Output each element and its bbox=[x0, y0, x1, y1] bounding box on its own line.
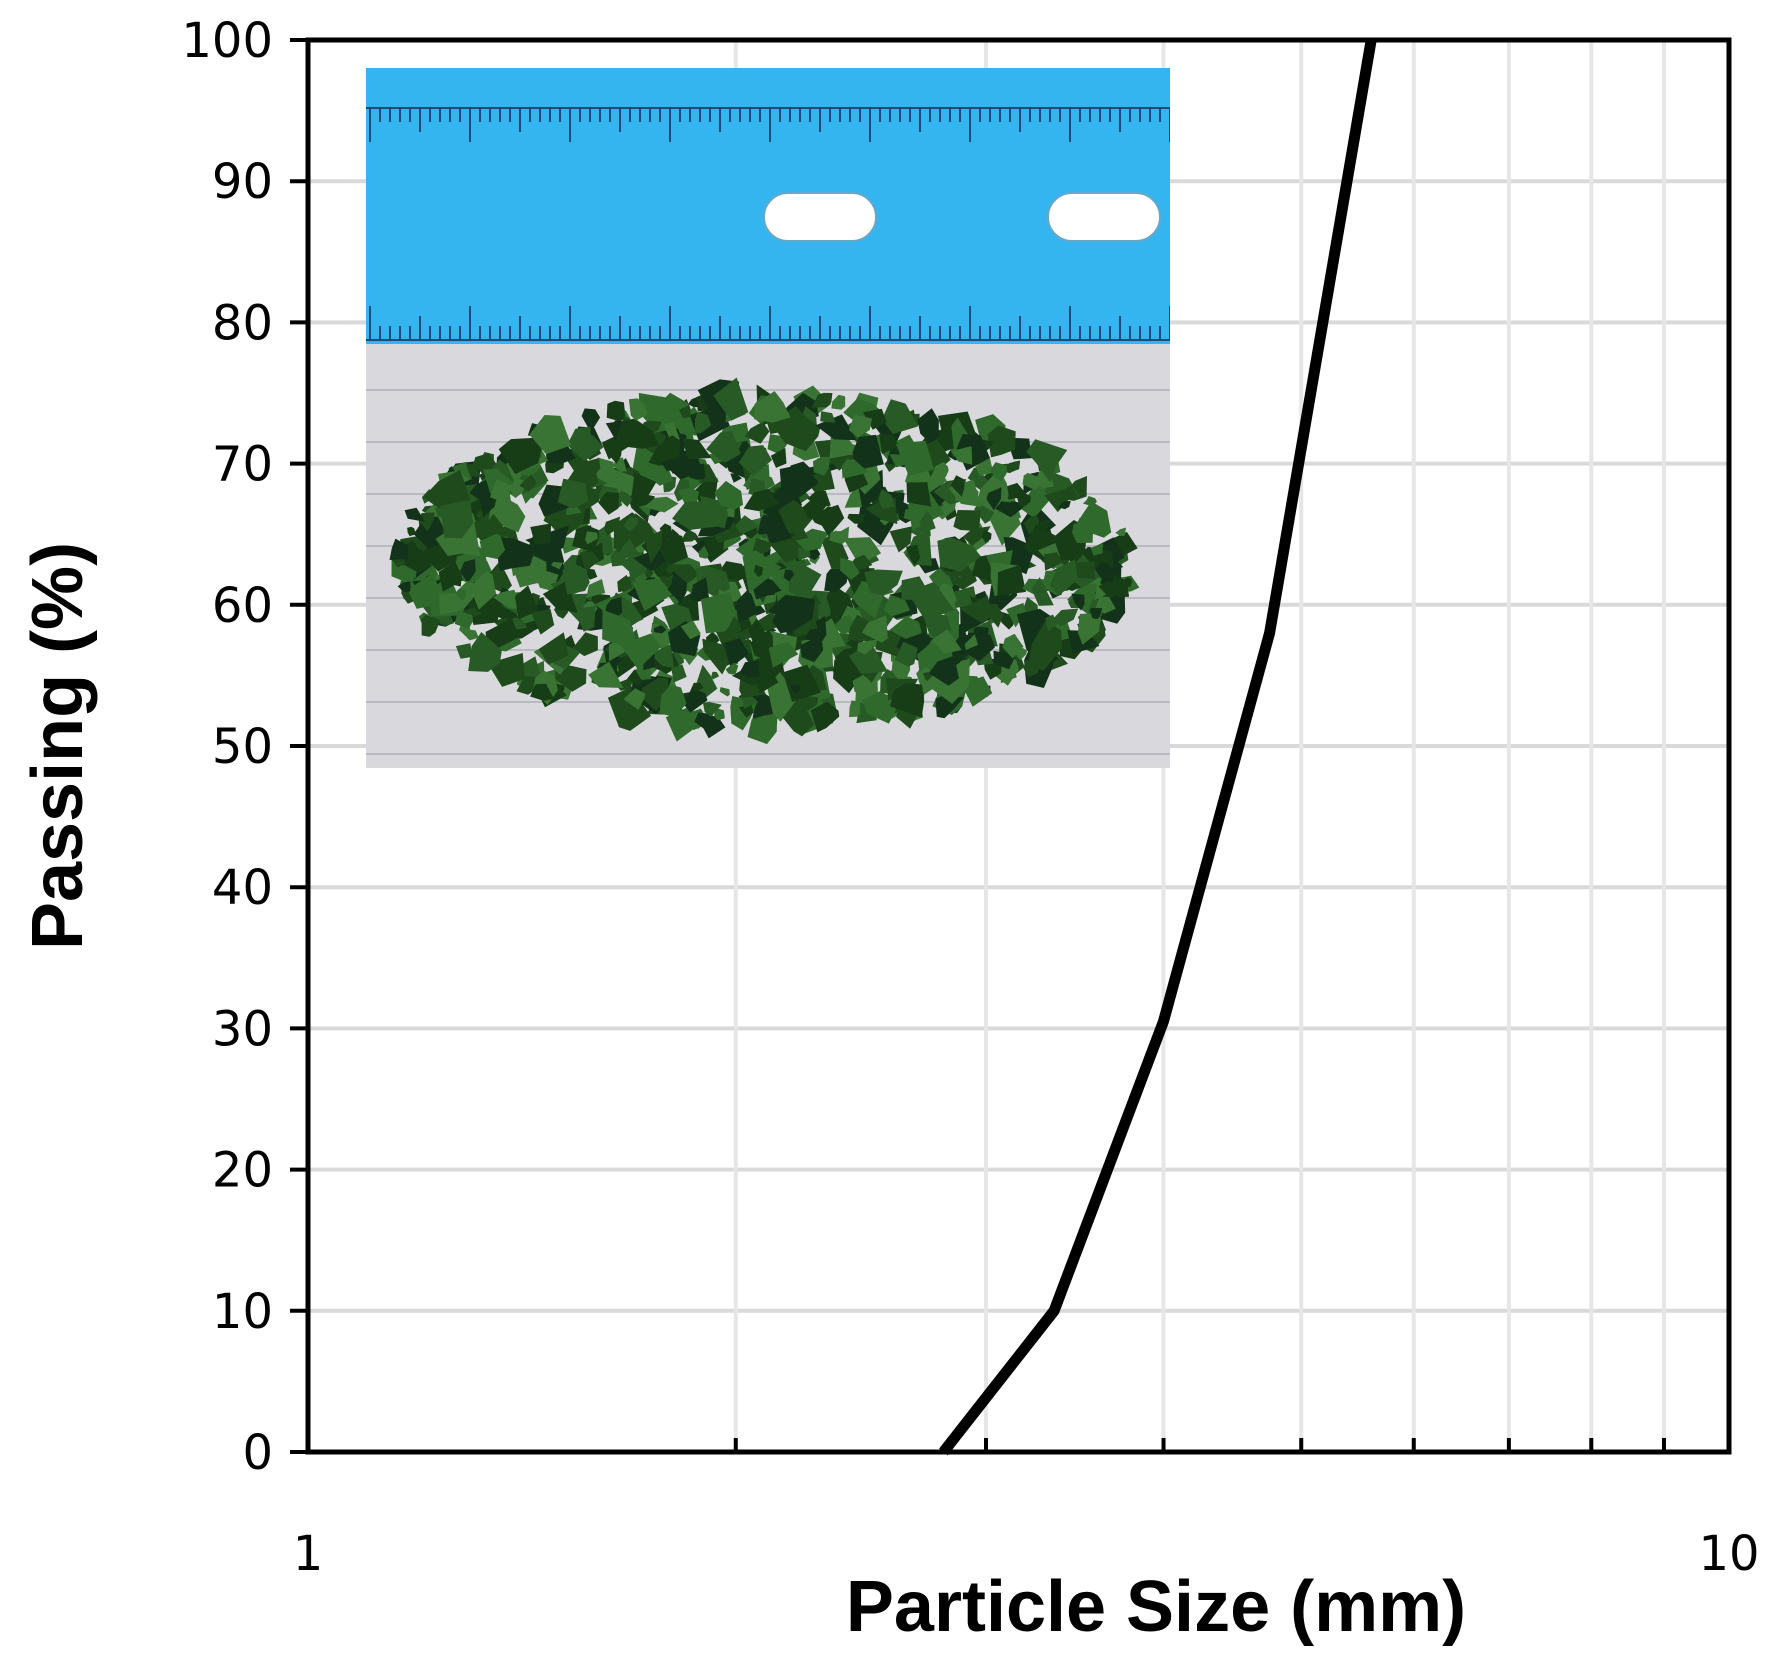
y-tick-label: 60 bbox=[212, 578, 273, 634]
y-axis-title: Passing (%) bbox=[18, 542, 98, 950]
gradation-curve bbox=[939, 39, 1377, 1456]
y-tick-label: 30 bbox=[212, 1001, 273, 1057]
y-tick-label: 90 bbox=[212, 154, 273, 210]
x-tick-label: 10 bbox=[1698, 1526, 1759, 1582]
y-tick-label: 0 bbox=[242, 1425, 273, 1481]
y-tick-label: 10 bbox=[212, 1284, 273, 1340]
y-tick-label: 80 bbox=[212, 295, 273, 351]
x-tick-label: 1 bbox=[293, 1526, 324, 1582]
y-tick-label: 50 bbox=[212, 719, 273, 775]
y-tick-label: 70 bbox=[212, 437, 273, 493]
y-tick-label: 20 bbox=[212, 1143, 273, 1199]
y-tick-label: 100 bbox=[181, 13, 273, 69]
granules-image bbox=[389, 377, 1140, 745]
x-axis-title: Particle Size (mm) bbox=[846, 1567, 1466, 1647]
y-tick-label: 40 bbox=[212, 860, 273, 916]
inset-photo bbox=[366, 68, 1170, 768]
